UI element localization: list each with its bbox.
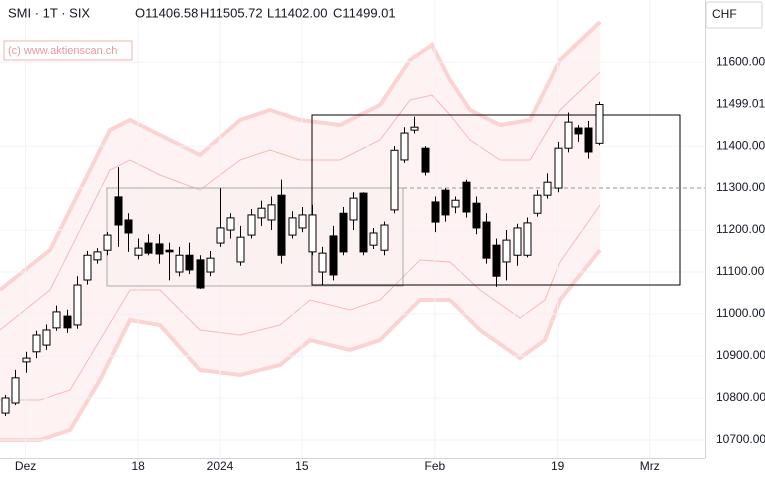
candle-body [103, 234, 112, 251]
candle-body [308, 214, 317, 253]
candle-body [155, 243, 164, 255]
bollinger-bands [0, 20, 602, 442]
candles [1, 101, 604, 417]
currency[interactable]: CHF [712, 7, 737, 21]
y-tick-label: 10700.00 [716, 432, 765, 446]
candle-body [472, 202, 481, 229]
band-fill [0, 22, 600, 440]
candle-body [513, 227, 522, 256]
candle-body [73, 284, 82, 326]
candle-body [216, 227, 225, 244]
y-tick-label: 11300.00 [716, 180, 765, 194]
candle-body [196, 259, 205, 289]
candle-body [349, 197, 358, 221]
candle-body [63, 315, 72, 329]
candle-body [380, 224, 389, 251]
y-tick-label: 10900.00 [716, 348, 765, 362]
candle-body [185, 254, 194, 271]
candle-body [318, 252, 327, 273]
ohlc-low: L11402.00 [267, 5, 328, 20]
watermark: (c) www.aktienscan.ch [8, 45, 117, 57]
ohlc-open: O11406.58 [135, 5, 198, 20]
candle-body [114, 196, 123, 226]
watermark-box [3, 40, 133, 61]
candle-body [390, 149, 399, 211]
candle-body [533, 194, 542, 214]
candle-body [441, 189, 450, 216]
candle-body [175, 254, 184, 273]
x-tick-label: Dez [15, 459, 36, 473]
y-tick-label: 11400.00 [716, 138, 765, 152]
x-tick-label: 15 [295, 459, 309, 473]
candle-body [339, 212, 348, 253]
candle-body [22, 357, 31, 363]
candle-body [359, 192, 368, 253]
labels: 10700.00 10800.00 10900.00 11000.00 11100.00… [15, 54, 765, 473]
candle-body [134, 247, 143, 256]
candle-body [574, 127, 583, 135]
candle-body [298, 214, 307, 229]
candle-body [564, 121, 573, 149]
candle-body [93, 251, 102, 261]
symbol: SMI · 1T · SIX [8, 5, 90, 20]
candle-body [288, 217, 297, 236]
candle-body [1, 397, 10, 414]
inner-lower-band [0, 204, 601, 401]
x-tick-label: 19 [551, 459, 565, 473]
candle-body [584, 127, 593, 153]
candle-body [165, 249, 174, 253]
candle-body [52, 311, 61, 329]
x-tick-label: Feb [425, 459, 446, 473]
candle-body [595, 104, 604, 144]
y-tick-label: 11600.00 [716, 54, 765, 68]
currency-button[interactable] [705, 1, 763, 29]
candle-body [410, 126, 419, 131]
candle-body [42, 329, 51, 346]
candle-body [431, 201, 440, 223]
candle-body [492, 244, 501, 277]
y-tick-label: 11200.00 [716, 222, 765, 236]
candle-body [267, 204, 276, 221]
y-tick-label: 11100.00 [716, 264, 765, 278]
candle-body [482, 221, 491, 259]
x-tick-label: 18 [131, 459, 145, 473]
candle-body [206, 257, 215, 273]
inner-upper-band [0, 71, 601, 331]
lower-band [0, 248, 602, 442]
candle-body [543, 181, 552, 196]
x-tick-label: Mrz [640, 459, 660, 473]
candle-body [554, 147, 563, 189]
candle-body [462, 181, 471, 213]
candle-body [400, 132, 409, 161]
candle-body [369, 232, 378, 246]
candle-body [226, 217, 235, 231]
x-tick-label: 2024 [207, 459, 234, 473]
candle-body [277, 194, 286, 256]
candle-body [124, 219, 133, 234]
candle-body [257, 207, 266, 219]
upper-band [0, 20, 602, 292]
candle-body [421, 147, 430, 173]
candle-body [247, 214, 256, 236]
candle-body [32, 334, 41, 353]
candle-body [83, 254, 92, 281]
candle-body [329, 235, 338, 276]
candle-body [523, 222, 532, 256]
candle-body [502, 239, 511, 263]
candle-body [451, 199, 460, 208]
y-tick-label: 11000.00 [716, 306, 765, 320]
price-marker: 11499.01 [716, 97, 765, 111]
candle-body [144, 242, 153, 254]
range-box [106, 187, 404, 287]
y-tick-label: 10800.00 [716, 390, 765, 404]
candle-body [11, 377, 20, 404]
candle-body [236, 236, 245, 263]
ohlc-close: C11499.01 [333, 5, 396, 20]
ohlc-high: H11505.72 [200, 5, 263, 20]
